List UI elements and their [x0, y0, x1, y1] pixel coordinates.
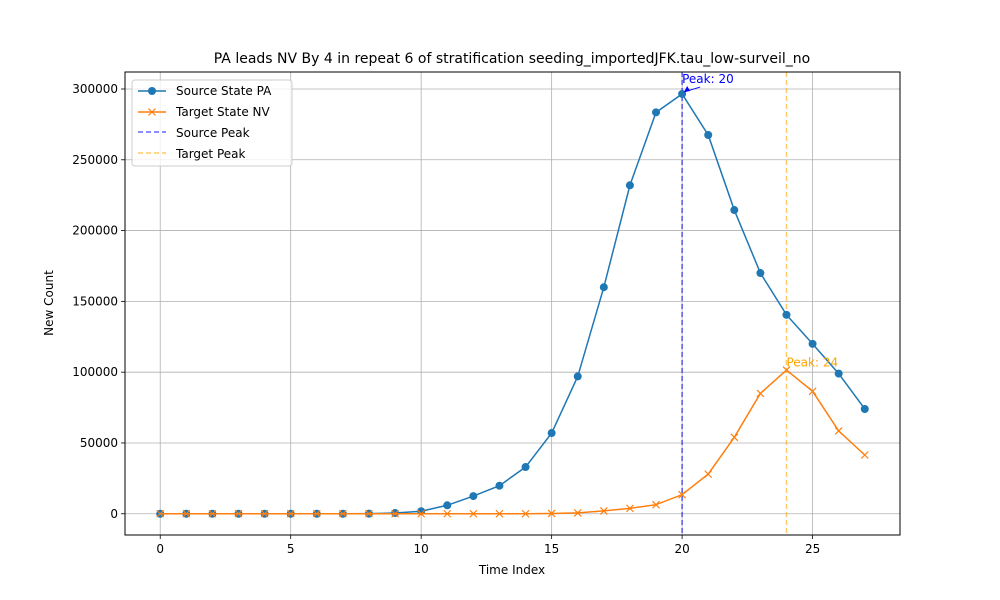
peak-annotation-target: Peak: 24: [786, 356, 838, 370]
data-point: [756, 269, 765, 278]
data-point: [599, 507, 608, 515]
chart-title: PA leads NV By 4 in repeat 6 of stratifi…: [214, 51, 810, 67]
data-point: [469, 492, 478, 501]
data-point: [678, 490, 687, 499]
y-tick-label: 300000: [72, 82, 118, 96]
legend-marker-x: [148, 108, 156, 116]
data-point: [834, 369, 843, 378]
legend-label-target-state: Target State NV: [175, 105, 270, 119]
annotation-arrow-head: [684, 85, 691, 92]
data-point: [286, 509, 295, 518]
data-point: [182, 509, 191, 518]
data-point: [599, 283, 608, 292]
legend-item-source-state: Source State PA: [138, 84, 272, 98]
data-point: [365, 509, 373, 518]
y-tick-label: 200000: [72, 224, 118, 238]
data-point: [469, 509, 478, 518]
legend-marker-circle: [148, 87, 156, 95]
data-point: [756, 389, 765, 398]
data-point: [312, 509, 321, 518]
x-axis-ticks: 0 5 10 15 20 25: [156, 535, 820, 556]
data-point: [860, 404, 869, 413]
data-point: [573, 508, 582, 517]
x-tick-label: 10: [414, 542, 429, 556]
y-tick-label: 150000: [72, 294, 118, 308]
x-tick-label: 0: [156, 542, 164, 556]
data-point: [808, 339, 817, 348]
data-point: [573, 372, 582, 381]
data-point: [860, 451, 869, 459]
x-tick-label: 5: [287, 542, 295, 556]
data-point: [521, 509, 530, 518]
data-point: [417, 509, 426, 518]
legend-item-source-peak: Source Peak: [138, 126, 250, 140]
data-point: [704, 470, 713, 479]
legend-label-source-state: Source State PA: [176, 84, 272, 98]
legend-box: [131, 79, 293, 167]
data-point: [808, 387, 817, 396]
data-point: [834, 427, 843, 435]
data-point: [156, 509, 165, 518]
data-point: [443, 509, 452, 518]
data-point: [234, 509, 243, 518]
x-tick-label: 15: [544, 542, 559, 556]
series-group: [156, 89, 869, 518]
data-point: [652, 108, 661, 117]
legend-item-target-peak: Target Peak: [138, 147, 245, 161]
data-point: [495, 481, 504, 490]
data-point: [625, 181, 634, 190]
series-target-state: [156, 366, 869, 518]
series-line: [160, 369, 866, 515]
data-point: [443, 501, 452, 510]
grid: [125, 72, 900, 535]
y-tick-label: 100000: [72, 365, 118, 379]
legend-label-target-peak: Target Peak: [175, 147, 245, 161]
data-point: [730, 206, 739, 215]
data-point: [208, 509, 217, 518]
data-point: [521, 463, 530, 472]
y-axis-ticks: 0 50000 100000 150000 200000 250000 300000: [72, 82, 125, 521]
y-tick-label: 50000: [80, 436, 118, 450]
legend: Source State PA Target State NV Source P…: [131, 79, 293, 167]
legend-item-target-state: Target State NV: [138, 105, 270, 119]
peak-annotation-source: Peak: 20: [682, 72, 734, 86]
data-point: [495, 509, 504, 518]
peak-lines: [681, 72, 788, 535]
data-point: [782, 366, 791, 374]
y-tick-label: 0: [110, 507, 118, 521]
y-axis-label: New Count: [42, 270, 56, 336]
y-tick-label: 250000: [72, 153, 118, 167]
data-point: [730, 433, 739, 442]
x-tick-label: 20: [674, 542, 689, 556]
data-point: [625, 504, 634, 513]
x-tick-label: 25: [805, 542, 820, 556]
data-point: [391, 509, 400, 518]
legend-label-source-peak: Source Peak: [176, 126, 250, 140]
data-point: [338, 509, 347, 518]
data-point: [547, 509, 556, 518]
annotations: Peak: 20 Peak: 24: [682, 72, 838, 369]
data-point: [704, 131, 713, 140]
data-point: [652, 500, 660, 509]
data-point: [547, 429, 556, 438]
data-point: [260, 509, 269, 518]
x-axis-label: Time Index: [478, 563, 545, 577]
data-point: [782, 310, 791, 319]
plot-frame: [124, 71, 901, 536]
